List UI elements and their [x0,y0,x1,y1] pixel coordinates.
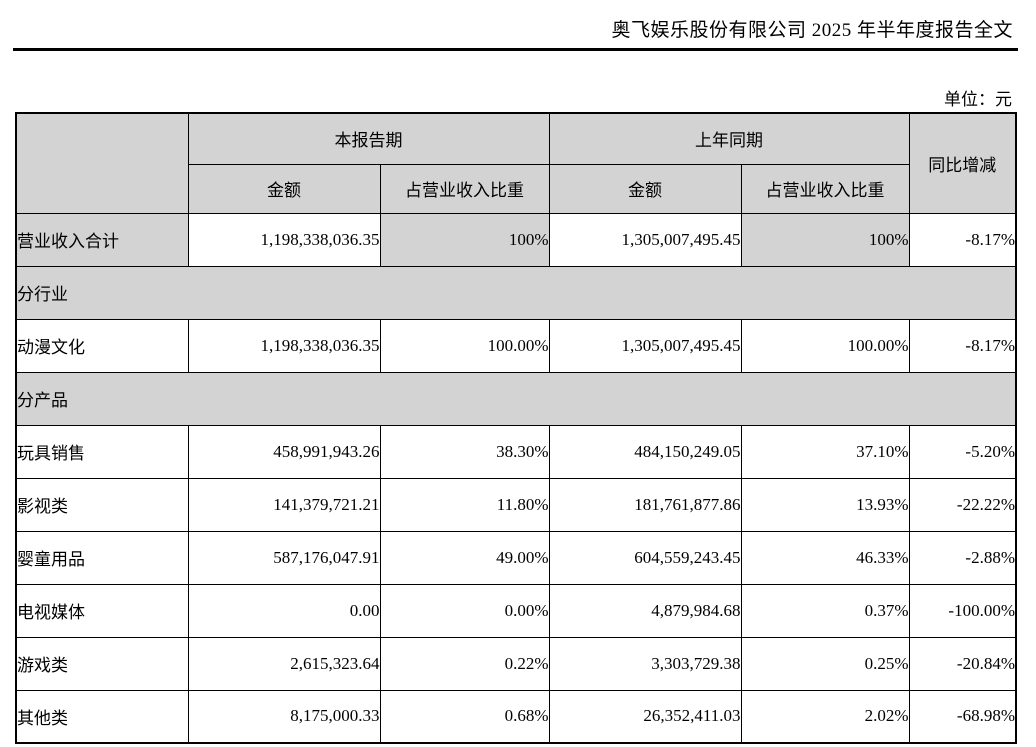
amount-current: 8,175,000.33 [187,689,381,744]
pct-prior: 100.00% [740,318,910,373]
header-row-periods: 本报告期 上年同期 同比增减 [15,112,1017,214]
section-label: 分行业 [15,265,1017,320]
row-label: 其他类 [15,689,189,744]
table-row: 婴童用品 587,176,047.91 49.00% 604,559,243.45 46… [15,530,1017,585]
row-label: 营业收入合计 [15,212,189,267]
yoy-value: -22.22% [908,477,1017,532]
pct-current: 38.30% [379,424,550,479]
pct-prior: 37.10% [740,424,910,479]
table-row: 玩具销售 458,991,943.26 38.30% 484,150,249.05 37… [15,424,1017,479]
page-header-title: 奥飞娱乐股份有限公司 2025 年半年度报告全文 [611,20,1013,41]
pct-current: 0.22% [379,636,550,691]
amount-current: 1,198,338,036.35 [187,318,381,373]
yoy-value: -100.00% [908,583,1017,638]
amount-current: 458,991,943.26 [187,424,381,479]
pct-prior: 13.93% [740,477,910,532]
amount-prior: 4,879,984.68 [548,583,742,638]
row-label: 婴童用品 [15,530,189,585]
amount-current: 141,379,721.21 [187,477,381,532]
pct-prior: 2.02% [740,689,910,744]
yoy-value: -5.20% [908,424,1017,479]
col-header-amount-current: 金额 [187,163,381,214]
pct-current: 0.00% [379,583,550,638]
table-row: 营业收入合计 1,198,338,036.35 100% 1,305,007,495.… [15,212,1017,267]
pct-current: 100.00% [379,318,550,373]
col-header-pct-prior: 占营业收入比重 [740,163,910,214]
col-header-prior-period: 上年同期 [548,112,910,165]
section-row: 分行业 [15,265,1017,320]
corner-cell [15,112,189,214]
section-label: 分产品 [15,371,1017,426]
row-label: 动漫文化 [15,318,189,373]
header-row-metrics: 金额 占营业收入比重 金额 占营业收入比重 [16,163,1016,214]
row-label: 游戏类 [15,636,189,691]
amount-prior: 181,761,877.86 [548,477,742,532]
table-row: 动漫文化 1,198,338,036.35 100.00% 1,305,007,495… [15,318,1017,373]
pct-current: 11.80% [379,477,550,532]
amount-prior: 1,305,007,495.45 [548,212,742,267]
col-header-yoy: 同比增减 [908,112,1017,214]
pct-prior: 100% [740,212,910,267]
table-head: 本报告期 上年同期 同比增减 金额 占营业收入比重 金额 占营业收入比重 [15,112,1017,214]
header-divider [13,48,1018,51]
yoy-value: -8.17% [908,318,1017,373]
pct-current: 100% [379,212,550,267]
col-header-current-period: 本报告期 [187,112,550,165]
table-body: 营业收入合计 1,198,338,036.35 100% 1,305,007,495.… [15,212,1017,744]
pct-prior: 46.33% [740,530,910,585]
col-header-pct-current: 占营业收入比重 [379,163,550,214]
unit-label: 单位：元 [944,90,1012,109]
amount-current: 2,615,323.64 [187,636,381,691]
table-row: 游戏类 2,615,323.64 0.22% 3,303,729.38 0.25% -20… [15,636,1017,691]
table-row: 其他类 8,175,000.33 0.68% 26,352,411.03 2.02% -6… [15,689,1017,744]
pct-current: 0.68% [379,689,550,744]
pct-prior: 0.37% [740,583,910,638]
amount-prior: 1,305,007,495.45 [548,318,742,373]
yoy-value: -68.98% [908,689,1017,744]
amount-current: 0.00 [187,583,381,638]
yoy-value: -8.17% [908,212,1017,267]
revenue-breakdown-table: 本报告期 上年同期 同比增减 金额 占营业收入比重 金额 占营业收入比重 营业收… [15,112,1017,744]
section-row: 分产品 [15,371,1017,426]
table-row: 电视媒体 0.00 0.00% 4,879,984.68 0.37% -100.00% [15,583,1017,638]
table-row: 影视类 141,379,721.21 11.80% 181,761,877.86 13.… [15,477,1017,532]
amount-current: 587,176,047.91 [187,530,381,585]
amount-current: 1,198,338,036.35 [187,212,381,267]
yoy-value: -2.88% [908,530,1017,585]
yoy-value: -20.84% [908,636,1017,691]
pct-prior: 0.25% [740,636,910,691]
col-header-amount-prior: 金额 [548,163,742,214]
amount-prior: 3,303,729.38 [548,636,742,691]
row-label: 影视类 [15,477,189,532]
row-label: 电视媒体 [15,583,189,638]
amount-prior: 604,559,243.45 [548,530,742,585]
amount-prior: 26,352,411.03 [548,689,742,744]
pct-current: 49.00% [379,530,550,585]
amount-prior: 484,150,249.05 [548,424,742,479]
row-label: 玩具销售 [15,424,189,479]
